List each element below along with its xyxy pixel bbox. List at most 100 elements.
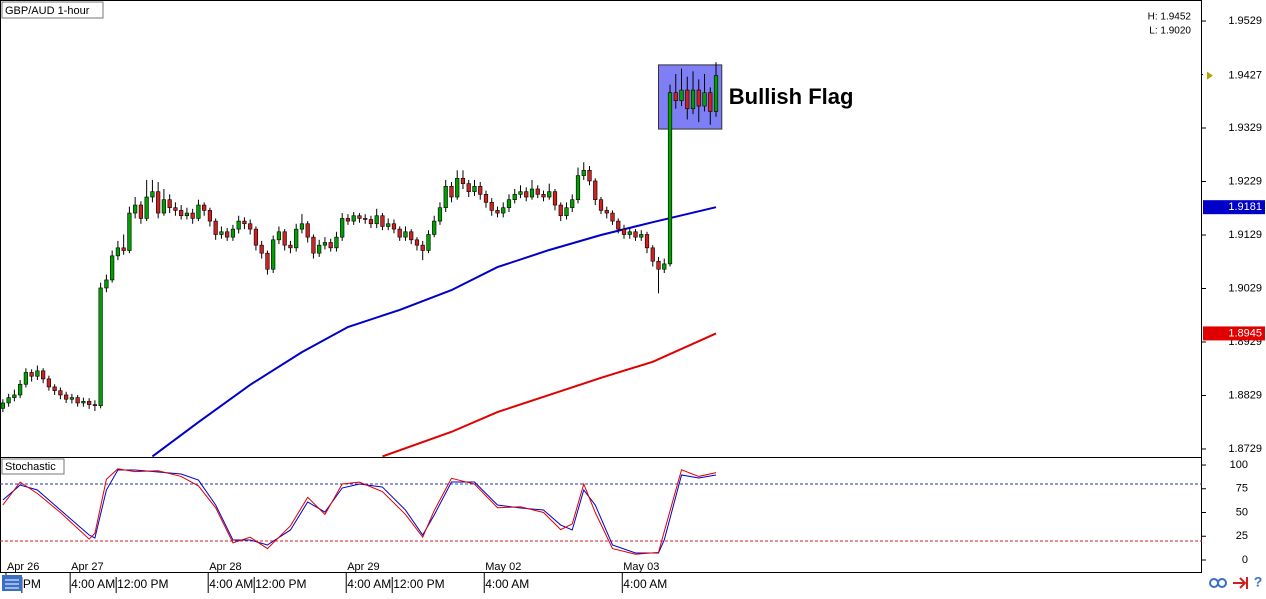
candle-body: [351, 215, 356, 222]
candle-body: [593, 180, 598, 200]
title-box: [1, 1, 104, 19]
candle-body: [213, 220, 218, 235]
candle-body: [317, 244, 322, 254]
moving-average: [382, 332, 717, 457]
candle-body: [294, 228, 299, 249]
candle-body: [299, 223, 305, 230]
candle-body: [696, 89, 701, 107]
candle-body: [92, 404, 97, 406]
candle-body: [121, 247, 126, 251]
help-icon[interactable]: ?: [1254, 574, 1263, 590]
price-marker-label: 1.8945: [1228, 327, 1262, 339]
candle-body: [35, 370, 40, 377]
candle-body: [667, 92, 673, 265]
arrow-icon-shape[interactable]: [1233, 577, 1248, 589]
x-tick-label: Apr 26: [7, 561, 39, 573]
candle-body: [426, 234, 431, 251]
candle-body: [420, 244, 425, 251]
candle-body: [443, 186, 448, 209]
sheet-icon[interactable]: [2, 575, 22, 591]
link-icon-ring[interactable]: [1209, 578, 1219, 588]
axes: 1.95291.94291.93291.92291.91291.90291.89…: [5, 15, 1265, 593]
x-tick-label: 4:00 AM: [485, 577, 529, 591]
candle-body: [12, 394, 17, 398]
candle-body: [288, 244, 293, 249]
candle-body: [322, 242, 328, 246]
low-text: L: 1.9020: [1149, 26, 1191, 37]
candle-body: [558, 204, 563, 217]
candle-body: [345, 218, 351, 222]
candle-body: [150, 191, 155, 198]
candle-body: [673, 92, 678, 102]
candle-body: [179, 210, 184, 217]
candle-body: [627, 231, 632, 235]
candle-body: [75, 397, 80, 404]
price-panel: [0, 62, 723, 457]
candle-body: [276, 231, 282, 241]
candle-body: [524, 191, 529, 198]
moving-average: [151, 206, 717, 457]
candle-body: [535, 188, 540, 195]
candle-body: [127, 212, 132, 251]
candle-body: [230, 228, 236, 238]
candle-body: [207, 210, 213, 222]
price-marker-bg: [1203, 68, 1265, 83]
candle-body: [587, 169, 592, 182]
candle-body: [403, 231, 408, 238]
x-tick-label: 12:00 PM: [393, 577, 444, 591]
price-marker-arrow: [1207, 71, 1213, 80]
link-icon[interactable]: [1209, 578, 1227, 588]
candle-body: [541, 194, 546, 198]
candle-body: [23, 372, 28, 385]
x-tick-label: 4:00 AM: [209, 577, 253, 591]
price-marker-bg: [1203, 200, 1265, 215]
candle-body: [581, 169, 586, 176]
x-tick-label: 4:00 AM: [71, 577, 115, 591]
candle-body: [144, 196, 149, 219]
candle-body: [506, 199, 512, 209]
candle-body: [656, 260, 661, 270]
price-marker-label: 1.9427: [1228, 69, 1262, 81]
candle-body: [633, 231, 638, 238]
candle-body: [478, 186, 483, 195]
candle-body: [0, 402, 5, 409]
candle-body: [219, 231, 224, 235]
y-tick-label: 1.8829: [1228, 389, 1262, 401]
candle-body: [460, 177, 466, 184]
candle-body: [110, 255, 115, 281]
candle-body: [173, 207, 178, 211]
candle-body: [46, 378, 51, 388]
indicator-title-box: [1, 458, 65, 475]
candle-body: [311, 236, 316, 254]
candle-body: [621, 228, 627, 235]
candle-body: [552, 191, 558, 206]
y-tick-label: 1.9529: [1228, 15, 1262, 27]
candle-body: [570, 199, 575, 209]
link-icon-ring[interactable]: [1217, 578, 1227, 588]
y-tick-label: 75: [1236, 483, 1248, 495]
y-tick-label: 1.8729: [1228, 443, 1262, 455]
x-tick-label: May 03: [623, 561, 659, 573]
candle-body: [575, 175, 581, 200]
candle-body: [466, 183, 471, 192]
candle-body: [564, 207, 569, 217]
y-tick-label: 100: [1230, 459, 1248, 471]
candle-body: [472, 186, 477, 192]
candle-body: [449, 186, 454, 198]
x-tick-label: 4:00 AM: [347, 577, 391, 591]
candle-body: [265, 252, 270, 270]
candle-body: [380, 215, 385, 227]
candle-body: [662, 263, 667, 270]
candle-body: [29, 372, 34, 377]
candle-body: [282, 231, 287, 246]
stochastic-line: [2, 469, 717, 554]
candle-body: [501, 207, 506, 214]
stochastic-line: [2, 468, 717, 555]
sheet-icon-bg[interactable]: [2, 575, 22, 591]
candle-body: [190, 212, 195, 219]
candle-body: [58, 390, 63, 396]
candle-body: [64, 394, 69, 400]
candle-body: [104, 279, 109, 289]
arrow-icon[interactable]: [1233, 577, 1248, 589]
